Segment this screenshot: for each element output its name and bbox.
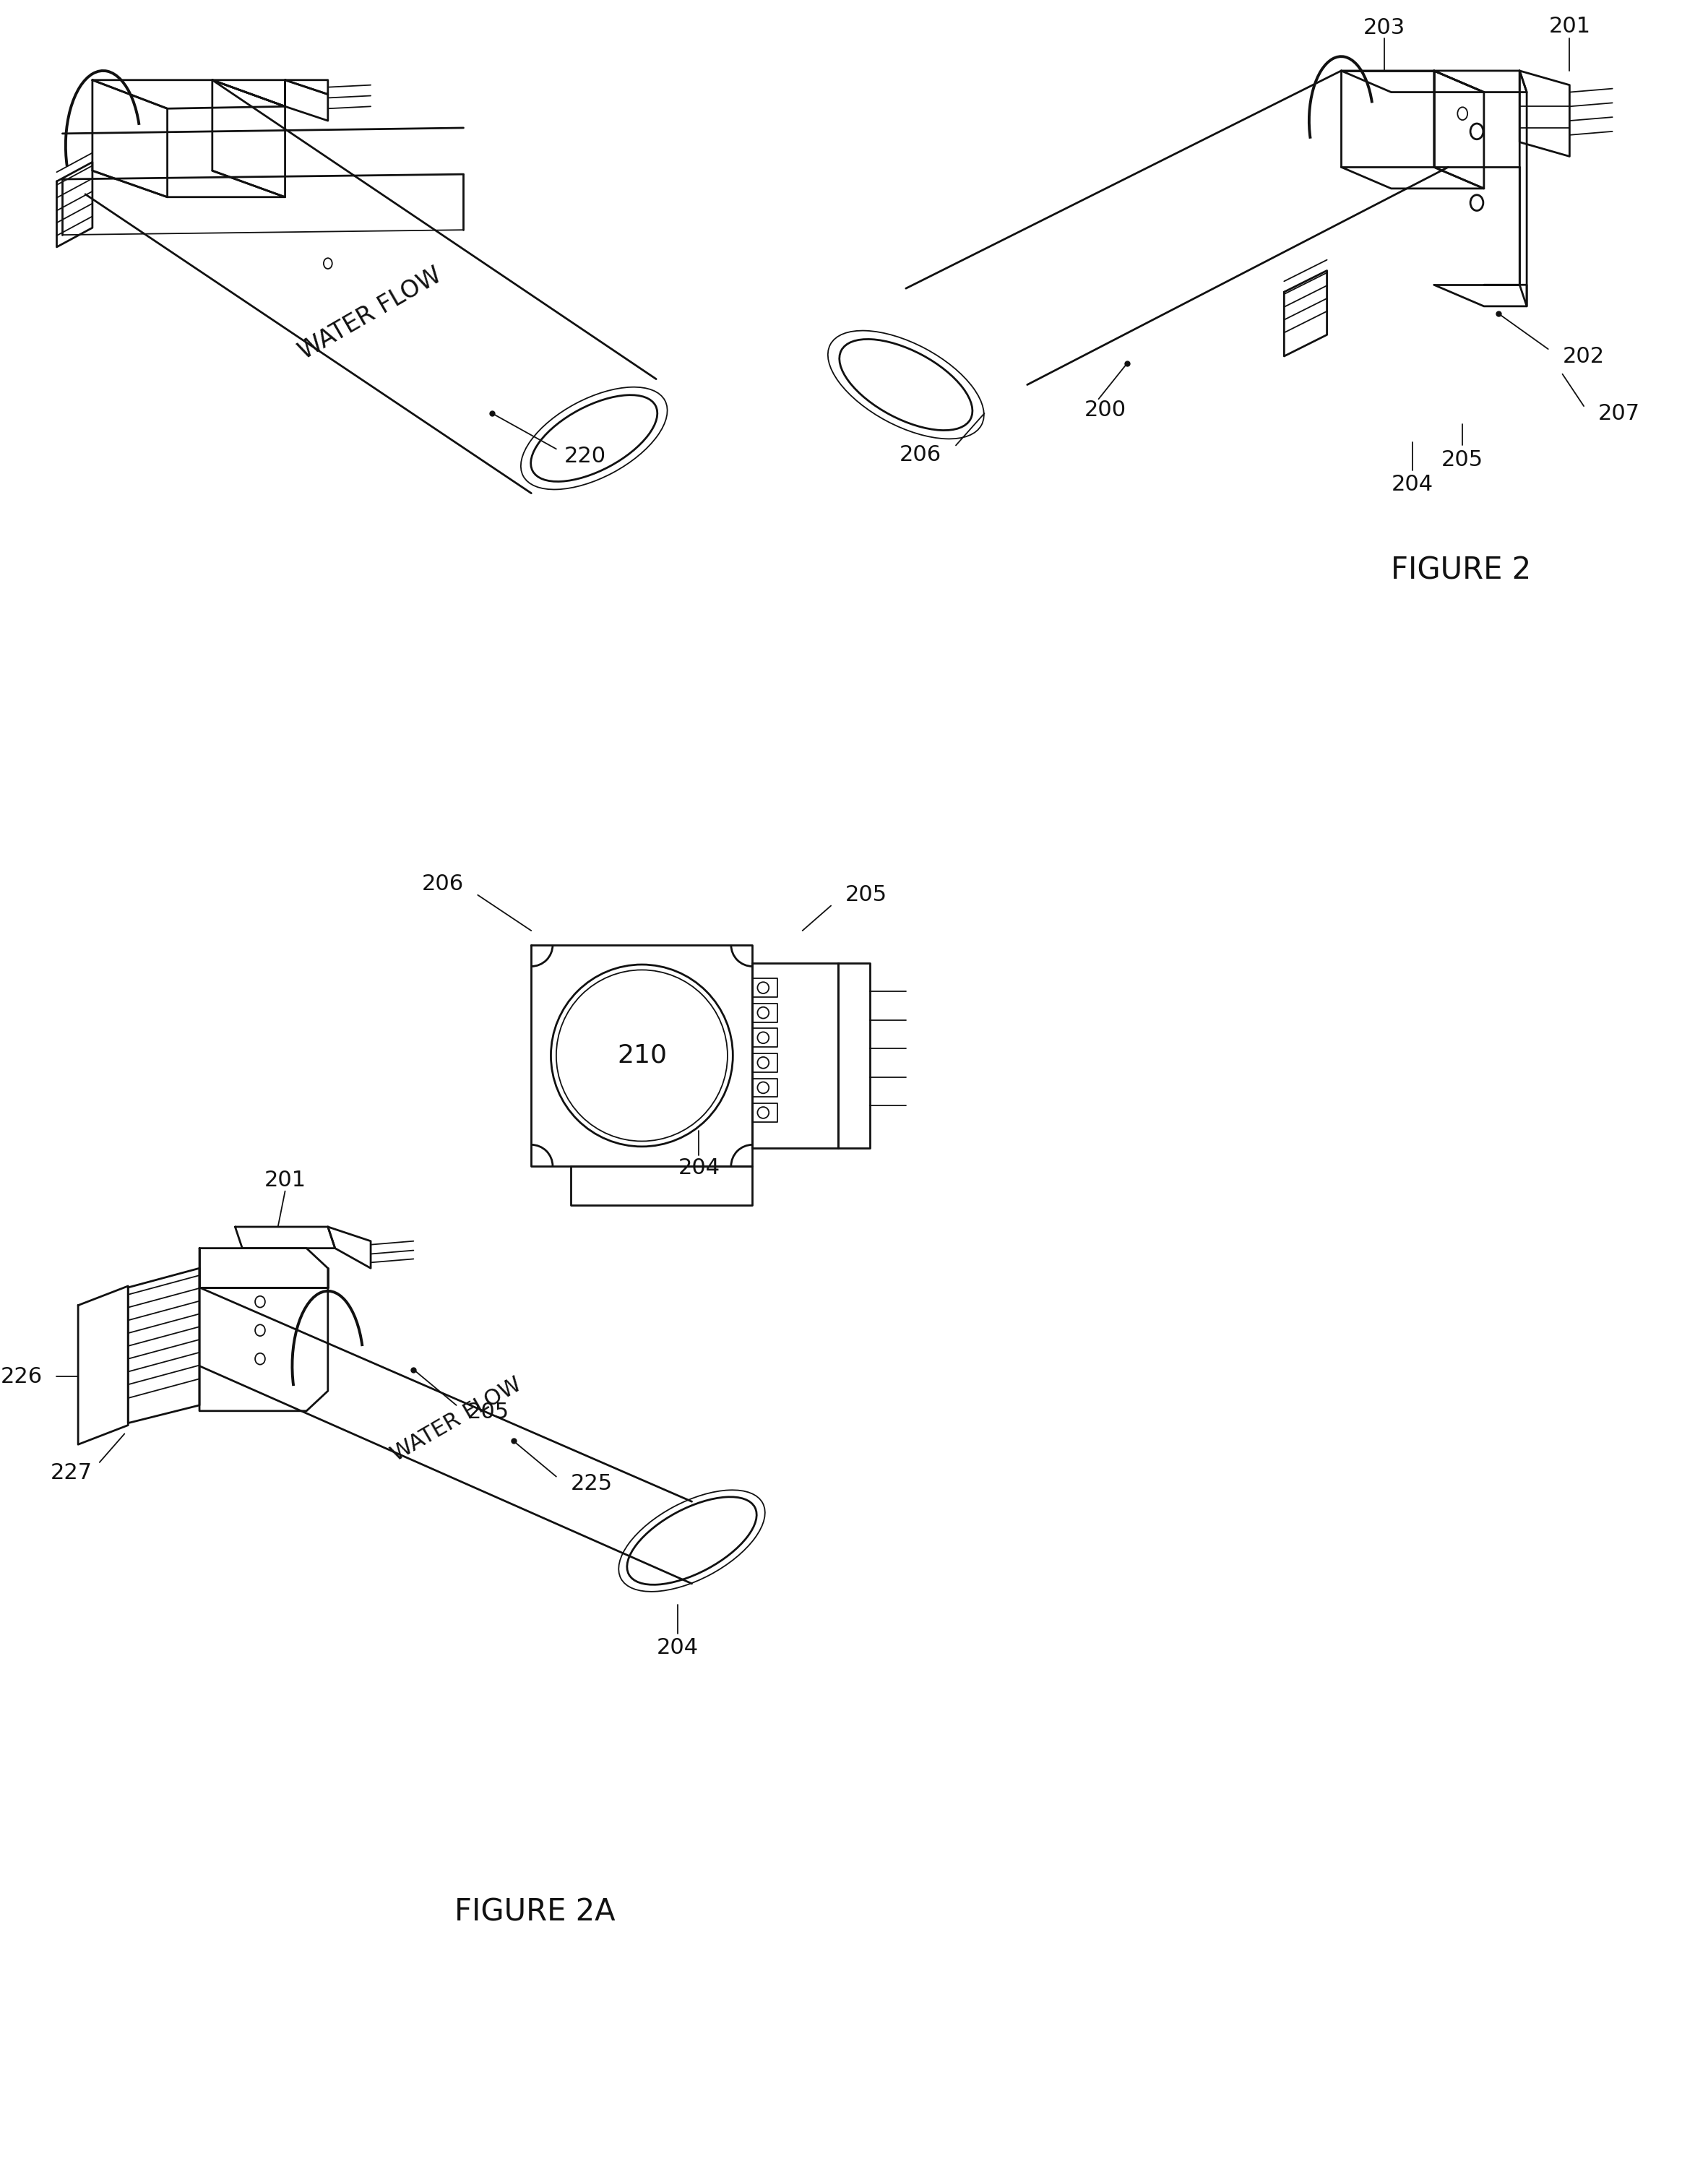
Ellipse shape [839, 338, 972, 430]
Text: WATER FLOW: WATER FLOW [295, 262, 446, 364]
Text: 206: 206 [422, 873, 463, 895]
Text: 202: 202 [1563, 345, 1604, 367]
Text: 210: 210 [617, 1043, 666, 1067]
Text: 205: 205 [1442, 449, 1484, 469]
Text: FIGURE 2A: FIGURE 2A [454, 1896, 615, 1927]
Text: 204: 204 [678, 1159, 721, 1178]
Ellipse shape [531, 395, 658, 482]
Text: 207: 207 [1599, 404, 1640, 423]
Text: 220: 220 [564, 445, 606, 467]
Text: 203: 203 [1363, 17, 1406, 39]
Text: 205: 205 [845, 884, 886, 906]
Text: 205: 205 [466, 1401, 509, 1423]
Text: 206: 206 [900, 445, 941, 465]
Ellipse shape [552, 964, 733, 1146]
Text: 227: 227 [51, 1462, 92, 1484]
Text: FIGURE 2: FIGURE 2 [1390, 554, 1532, 585]
Ellipse shape [557, 971, 728, 1141]
Text: 204: 204 [656, 1636, 699, 1658]
Text: 225: 225 [570, 1473, 613, 1495]
Text: 204: 204 [1392, 473, 1433, 495]
Text: 200: 200 [1085, 399, 1126, 421]
Text: 226: 226 [0, 1366, 43, 1388]
Ellipse shape [627, 1497, 757, 1584]
Text: 201: 201 [1549, 15, 1590, 37]
Text: WATER FLOW: WATER FLOW [388, 1375, 524, 1466]
Text: 201: 201 [265, 1170, 306, 1191]
